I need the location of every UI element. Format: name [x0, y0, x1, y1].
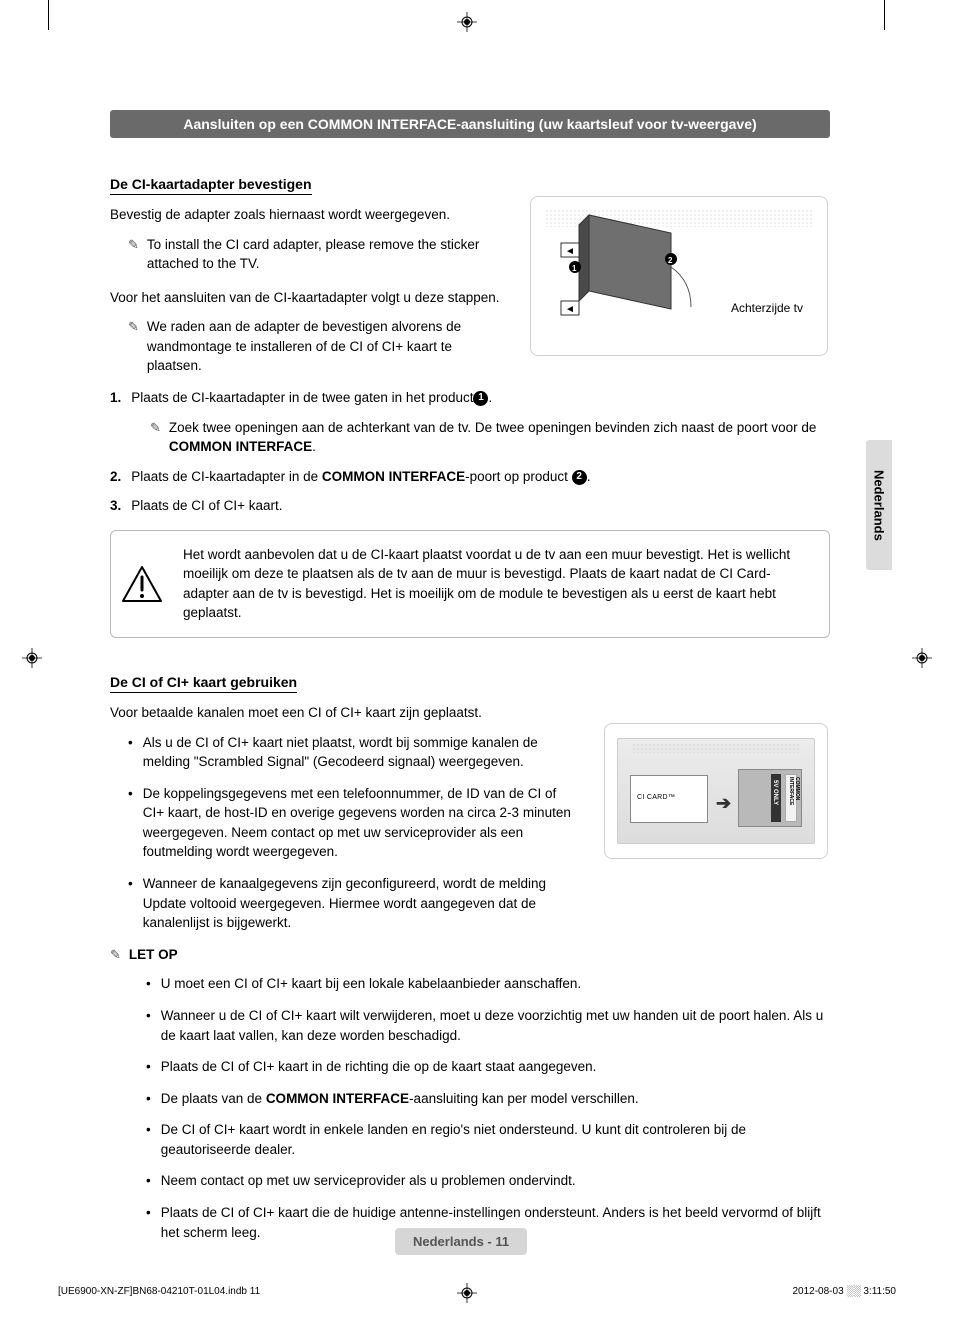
svg-text:◄: ◄: [565, 304, 575, 315]
list-text: Plaats de CI-kaartadapter in de COMMON I…: [131, 467, 590, 487]
caution-heading: LET OP: [129, 945, 178, 965]
figure-slot-panel: CI CARD™ ➔ 5V ONLY COMMON INTERFACE: [617, 738, 815, 844]
note-icon: ✎: [128, 318, 139, 337]
list-text: Plaats de CI of CI+ kaart.: [131, 496, 282, 516]
bullet-icon: •: [128, 874, 133, 933]
svg-text:◄: ◄: [565, 246, 575, 257]
list-text: De plaats van de COMMON INTERFACE-aanslu…: [161, 1089, 639, 1109]
registration-mark-icon: [912, 648, 932, 668]
text-bold: COMMON INTERFACE: [266, 1091, 409, 1106]
figure-ci-card-slot: CI CARD™ ➔ 5V ONLY COMMON INTERFACE: [604, 723, 828, 859]
text-part: De plaats van de: [161, 1091, 266, 1106]
figure-bg: [632, 743, 800, 753]
slot-label-bar: COMMON INTERFACE: [785, 774, 797, 822]
figure-rear-tv: ◄ ◄ 1 2 Achterzijde tv: [530, 196, 828, 356]
text-part: Zoek twee openingen aan de achterkant va…: [169, 420, 816, 435]
bullet-icon: •: [146, 1171, 151, 1191]
language-tab-label: Nederlands: [872, 470, 887, 541]
figure-label: Achterzijde tv: [731, 301, 803, 315]
bullet-icon: •: [128, 733, 133, 772]
bullet-icon: •: [146, 1203, 151, 1242]
list-number: 3.: [110, 496, 121, 516]
slot-label: COMMON INTERFACE: [788, 777, 800, 821]
ci-card-label: CI CARD™: [637, 794, 675, 801]
slot-label: 5V ONLY: [772, 780, 778, 805]
list-text: De koppelingsgegevens met een telefoonnu…: [143, 784, 580, 862]
subsection-title: De CI of CI+ kaart gebruiken: [110, 674, 297, 693]
bullet-icon: •: [146, 974, 151, 994]
list-number: 2.: [110, 467, 121, 487]
list-text: Plaats de CI-kaartadapter in de twee gat…: [131, 388, 492, 408]
text-part: Plaats de CI-kaartadapter in de: [131, 469, 322, 484]
registration-mark-icon: [457, 12, 477, 32]
list-text: U moet een CI of CI+ kaart bij een lokal…: [161, 974, 581, 994]
registration-mark-icon: [457, 1283, 477, 1303]
language-tab: Nederlands: [866, 440, 892, 570]
circled-number-icon: 1: [473, 391, 488, 406]
arrow-icon: ➔: [716, 793, 731, 814]
crop-mark: [48, 0, 49, 30]
bullet-icon: •: [146, 1057, 151, 1077]
list-text: Als u de CI of CI+ kaart niet plaatst, w…: [143, 733, 580, 772]
paragraph: Voor betaalde kanalen moet een CI of CI+…: [110, 703, 580, 723]
note-text: To install the CI card adapter, please r…: [147, 235, 510, 274]
slot-label-bar: 5V ONLY: [771, 774, 781, 822]
circled-number-icon: 2: [572, 470, 587, 485]
text-part: -aansluiting kan per model verschillen.: [409, 1091, 639, 1106]
registration-mark-icon: [22, 648, 42, 668]
bullet-icon: •: [128, 784, 133, 862]
note-icon: ✎: [150, 419, 161, 438]
ci-slot: 5V ONLY COMMON INTERFACE: [738, 769, 802, 827]
ci-card: CI CARD™: [630, 775, 708, 823]
warning-icon: [121, 565, 163, 603]
note-text: We raden aan de adapter de bevestigen al…: [147, 317, 510, 376]
note-icon: ✎: [128, 236, 139, 255]
print-footer-right: 2012-08-03 ░░ 3:11:50: [792, 1286, 896, 1297]
list-text: De CI of CI+ kaart wordt in enkele lande…: [161, 1120, 830, 1159]
list-text: Plaats de CI of CI+ kaart in de richting…: [161, 1057, 597, 1077]
warning-box: Het wordt aanbevolen dat u de CI-kaart p…: [110, 530, 830, 638]
list-text: Neem contact op met uw serviceprovider a…: [161, 1171, 576, 1191]
subsection-title: De CI-kaartadapter bevestigen: [110, 176, 312, 195]
bullet-icon: •: [146, 1006, 151, 1045]
section-header: Aansluiten op een COMMON INTERFACE-aansl…: [110, 110, 830, 138]
print-footer-left: [UE6900-XN-ZF]BN68-04210T-01L04.indb 11: [58, 1286, 260, 1297]
text-bold: COMMON INTERFACE: [169, 439, 312, 454]
list-text-part: Plaats de CI-kaartadapter in de twee gat…: [131, 390, 473, 405]
paragraph: Bevestig de adapter zoals hiernaast word…: [110, 205, 510, 225]
page-content: Aansluiten op een COMMON INTERFACE-aansl…: [110, 110, 830, 1254]
note-icon: ✎: [110, 946, 121, 965]
svg-text:1: 1: [572, 264, 577, 273]
text-part: -poort op product: [465, 469, 572, 484]
crop-mark: [884, 0, 885, 30]
warning-text: Het wordt aanbevolen dat u de CI-kaart p…: [183, 545, 813, 623]
list-text: Wanneer de kanaalgegevens zijn geconfigu…: [143, 874, 580, 933]
paragraph: Voor het aansluiten van de CI-kaartadapt…: [110, 288, 510, 308]
list-number: 1.: [110, 388, 121, 408]
page-number: Nederlands - 11: [395, 1228, 527, 1255]
ci-adapter-illustration: ◄ ◄ 1 2: [559, 211, 699, 339]
list-text: Wanneer u de CI of CI+ kaart wilt verwij…: [161, 1006, 830, 1045]
text-bold: COMMON INTERFACE: [322, 469, 465, 484]
svg-text:2: 2: [668, 256, 673, 265]
bullet-icon: •: [146, 1120, 151, 1159]
note-text: Zoek twee openingen aan de achterkant va…: [169, 418, 830, 457]
bullet-icon: •: [146, 1089, 151, 1109]
